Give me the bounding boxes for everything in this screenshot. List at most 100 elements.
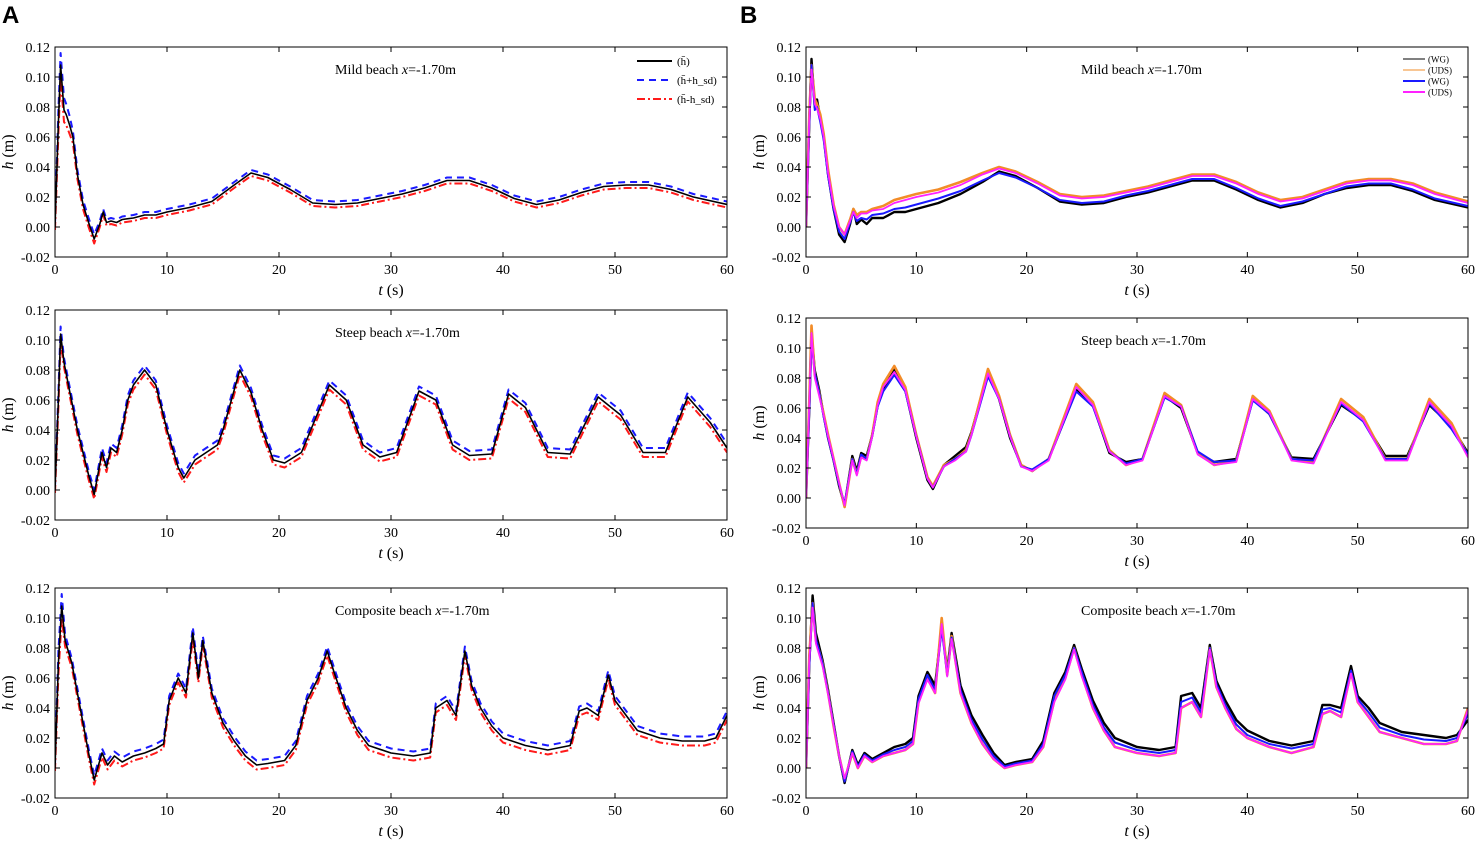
y-tick-label: 0.12 xyxy=(777,582,802,597)
x-tick-label: 40 xyxy=(1240,804,1254,819)
panel-label-b: B xyxy=(740,2,758,29)
y-axis-label: h (m) xyxy=(0,675,17,710)
y-tick-label: 0.12 xyxy=(26,582,51,597)
y-tick-label: 0.12 xyxy=(26,41,51,56)
axes-frame xyxy=(54,309,728,521)
y-tick-label: 0.10 xyxy=(777,71,802,86)
x-tick-label: 50 xyxy=(608,804,622,819)
y-tick-label: 0.06 xyxy=(777,131,802,146)
x-tick-label: 0 xyxy=(52,526,59,541)
x-tick-label: 30 xyxy=(1130,534,1144,549)
x-tick-label: 60 xyxy=(720,526,734,541)
chart-a-2: 0 10 20 30 40 50 60 -0.02 0.00 0.02 0.04 0.06 0.08 0.… xyxy=(0,304,734,562)
chart-a-3: 0 10 20 30 40 50 60 -0.02 0.00 0.02 0.04 0.06 0.08 0.… xyxy=(0,582,734,840)
x-tick-label: 10 xyxy=(160,263,174,278)
x-tick-label: 20 xyxy=(272,263,286,278)
y-tick-label: 0.12 xyxy=(777,312,802,327)
chart-title: Mild beach x=-1.70m xyxy=(335,63,456,78)
y-tick-label: 0.10 xyxy=(777,612,802,627)
chart-title: Mild beach x=-1.70m xyxy=(1081,63,1202,78)
x-tick-label: 40 xyxy=(496,526,510,541)
legend-label: (UDS) xyxy=(1428,66,1452,76)
series-line-1 xyxy=(806,594,1468,785)
series-line-4 xyxy=(806,68,1468,236)
y-axis-label: h (m) xyxy=(0,134,17,169)
y-tick-label: 0.00 xyxy=(26,762,51,777)
y-tick-label: 0.08 xyxy=(26,642,51,657)
y-axis-label: h (m) xyxy=(0,397,17,432)
y-tick-label: 0.04 xyxy=(26,161,51,176)
y-tick-label: 0.04 xyxy=(777,161,802,176)
x-tick-label: 20 xyxy=(1020,804,1034,819)
x-axis-label: t (s) xyxy=(1124,823,1149,840)
y-tick-label: 0.02 xyxy=(26,191,51,206)
series-lines xyxy=(806,594,1468,785)
y-tick-label: 0.04 xyxy=(777,432,802,447)
x-tick-label: 10 xyxy=(909,534,923,549)
y-tick-label: -0.02 xyxy=(21,792,50,807)
y-tick-label: -0.02 xyxy=(21,514,50,529)
series-line-3 xyxy=(55,617,727,786)
legend: (h̄) (h̄+h_sd) (h̄-h_sd) xyxy=(637,56,717,106)
y-tick-label: -0.02 xyxy=(772,522,801,537)
series-line-2 xyxy=(55,325,727,491)
y-tick-label: 0.00 xyxy=(26,221,51,236)
x-tick-label: 40 xyxy=(1240,534,1254,549)
y-tick-label: 0.02 xyxy=(777,462,802,477)
y-tick-label: 0.02 xyxy=(26,732,51,747)
x-tick-label: 20 xyxy=(272,526,286,541)
y-tick-label: 0.00 xyxy=(777,221,802,236)
x-tick-label: 10 xyxy=(909,263,923,278)
x-tick-label: 60 xyxy=(1461,534,1475,549)
x-axis-label: t (s) xyxy=(378,282,403,299)
series-lines xyxy=(806,324,1468,509)
chart-b-3: 0 10 20 30 40 50 60 -0.02 0.00 0.02 0.04 0.06 0.08 0.… xyxy=(751,582,1475,840)
x-tick-label: 0 xyxy=(803,804,810,819)
series-lines xyxy=(55,325,727,500)
legend: (WG)(UDS)(WG)(UDS) xyxy=(1403,55,1452,98)
x-tick-label: 50 xyxy=(608,263,622,278)
y-tick-label: 0.00 xyxy=(777,762,802,777)
series-line-2 xyxy=(55,593,727,777)
y-tick-label: 0.08 xyxy=(777,101,802,116)
axes-frame xyxy=(54,587,728,799)
x-tick-label: 60 xyxy=(720,804,734,819)
y-tick-label: 0.08 xyxy=(26,364,51,379)
x-tick-label: 30 xyxy=(1130,263,1144,278)
x-tick-label: 10 xyxy=(909,804,923,819)
series-line-2 xyxy=(806,324,1468,509)
x-axis-label: t (s) xyxy=(1124,282,1149,299)
series-line-1 xyxy=(55,64,727,240)
chart-b-1: 0 10 20 30 40 50 60 -0.02 0.00 0.02 0.04 0.06 0.08 0.… xyxy=(751,41,1475,299)
panel-label-a: A xyxy=(2,2,20,29)
chart-title: Composite beach x=-1.70m xyxy=(1081,604,1236,619)
y-tick-label: 0.06 xyxy=(26,672,51,687)
series-line-1 xyxy=(806,57,1468,244)
series-line-3 xyxy=(55,340,727,500)
series-lines xyxy=(55,593,727,786)
x-axis-label: t (s) xyxy=(378,823,403,840)
series-line-3 xyxy=(806,602,1468,783)
y-tick-label: -0.02 xyxy=(772,251,801,266)
y-tick-label: 0.08 xyxy=(777,372,802,387)
y-tick-label: 0.04 xyxy=(26,702,51,717)
x-tick-label: 20 xyxy=(1020,534,1034,549)
series-line-4 xyxy=(806,332,1468,507)
axes-frame xyxy=(805,317,1469,529)
chart-title: Steep beach x=-1.70m xyxy=(1081,334,1206,349)
x-tick-label: 60 xyxy=(720,263,734,278)
x-tick-label: 50 xyxy=(608,526,622,541)
chart-b-2: 0 10 20 30 40 50 60 -0.02 0.00 0.02 0.04 0.06 0.08 0.… xyxy=(751,312,1475,570)
x-tick-label: 20 xyxy=(1020,263,1034,278)
y-tick-label: 0.00 xyxy=(777,492,802,507)
x-tick-label: 60 xyxy=(1461,804,1475,819)
series-line-3 xyxy=(55,76,727,245)
y-tick-label: 0.06 xyxy=(26,394,51,409)
y-axis-label: h (m) xyxy=(751,134,768,169)
legend-label: (WG) xyxy=(1428,55,1449,65)
y-tick-label: 0.10 xyxy=(26,612,51,627)
y-tick-label: 0.02 xyxy=(26,454,51,469)
chart-title: Composite beach x=-1.70m xyxy=(335,604,490,619)
x-tick-label: 20 xyxy=(272,804,286,819)
x-tick-label: 60 xyxy=(1461,263,1475,278)
